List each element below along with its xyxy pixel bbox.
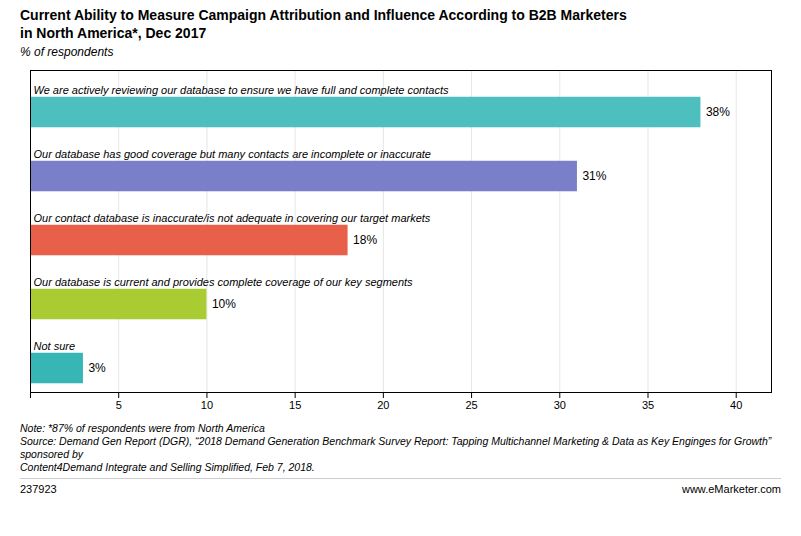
html-text:% of respondents: % of respondents bbox=[20, 45, 114, 59]
svg-text:3%: 3% bbox=[88, 361, 106, 375]
svg-text:5: 5 bbox=[116, 399, 122, 411]
svg-text:15: 15 bbox=[289, 399, 301, 411]
html-text:Note: *87% of respondents were: Note: *87% of respondents were from Nort… bbox=[20, 422, 265, 434]
svg-text:25: 25 bbox=[465, 399, 477, 411]
svg-text:35: 35 bbox=[642, 399, 654, 411]
html-text:Current Ability to Measure Cam: Current Ability to Measure Campaign Attr… bbox=[20, 7, 627, 41]
svg-text:10%: 10% bbox=[212, 297, 236, 311]
svg-text:18%: 18% bbox=[353, 233, 377, 247]
svg-text:We are actively reviewing our: We are actively reviewing our database t… bbox=[34, 84, 449, 96]
svg-text:31%: 31% bbox=[582, 169, 606, 183]
svg-text:Our database is current and pr: Our database is current and provides com… bbox=[34, 276, 414, 288]
html-text:237923: 237923 bbox=[20, 483, 57, 495]
html-text:Source: Demand Gen Report (DGR: Source: Demand Gen Report (DGR), “2018 D… bbox=[20, 435, 772, 460]
svg-text:10: 10 bbox=[201, 399, 213, 411]
svg-text:40: 40 bbox=[730, 399, 742, 411]
svg-text:Our database has good coverage: Our database has good coverage but many … bbox=[34, 148, 431, 160]
html-text:www.eMarketer.com: www.eMarketer.com bbox=[682, 483, 781, 495]
svg-text:Our contact database is inaccu: Our contact database is inaccurate/is no… bbox=[34, 212, 431, 224]
svg-text:Not sure: Not sure bbox=[34, 340, 76, 352]
svg-text:20: 20 bbox=[377, 399, 389, 411]
html-text:Content4Demand Integrate and S: Content4Demand Integrate and Selling Sim… bbox=[20, 461, 315, 473]
svg-text:30: 30 bbox=[554, 399, 566, 411]
svg-text:38%: 38% bbox=[706, 105, 730, 119]
